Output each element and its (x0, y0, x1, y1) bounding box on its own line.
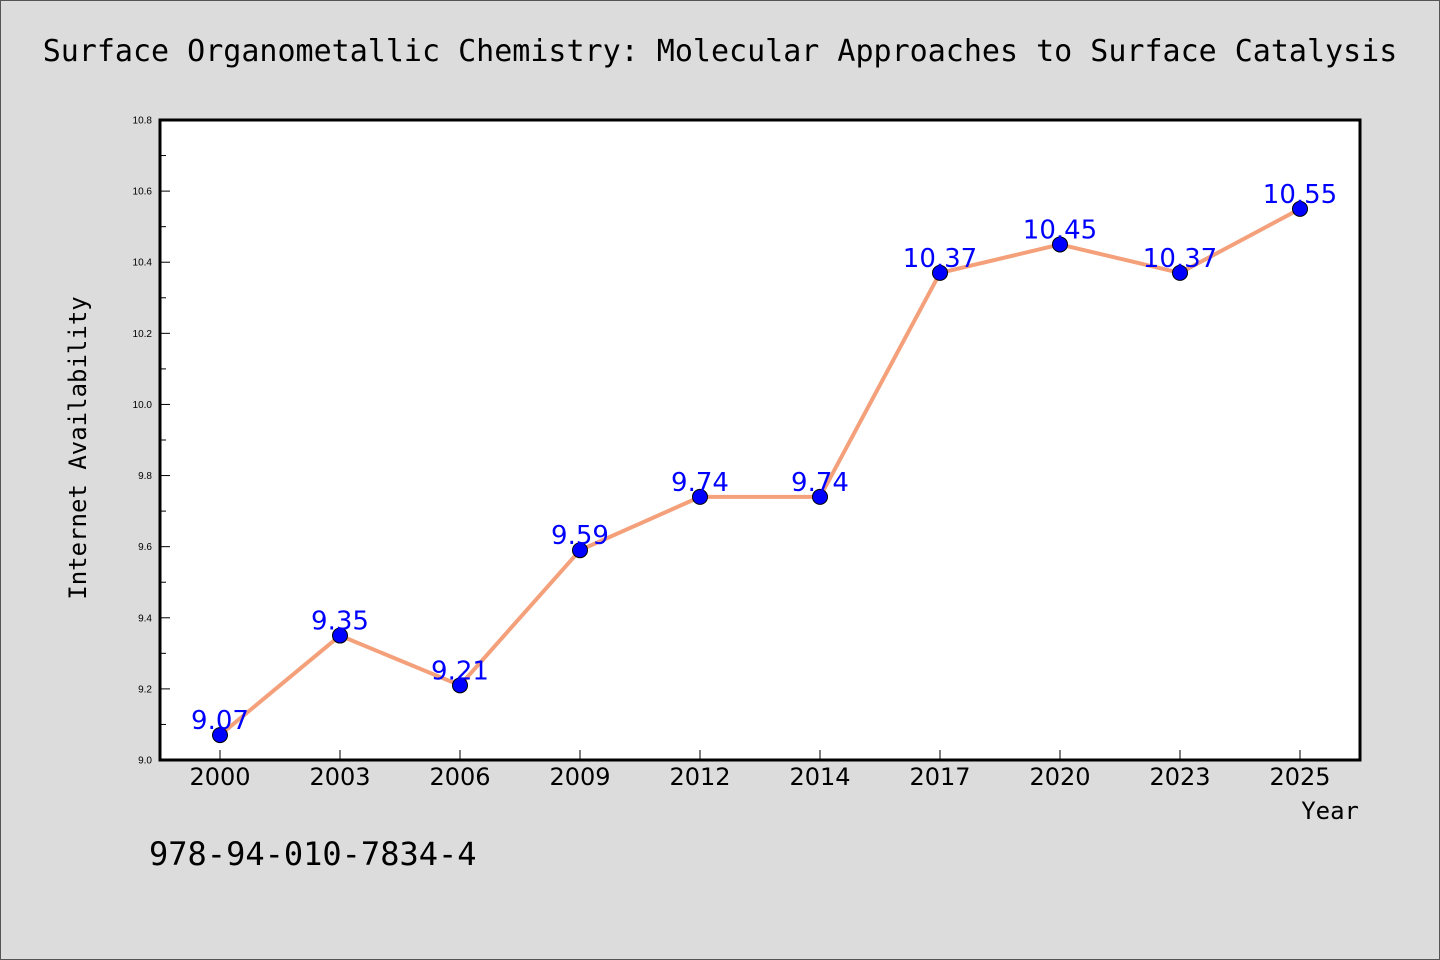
data-point (332, 627, 348, 644)
y-tick-label: 9.2 (138, 684, 152, 695)
data-label: 10.45 (1023, 215, 1097, 245)
series-line (218, 207, 1301, 737)
x-tick-label: 2023 (1149, 763, 1210, 791)
y-tick-label: 10.0 (133, 400, 153, 411)
data-label: 10.55 (1263, 180, 1337, 210)
chart-title: Surface Organometallic Chemistry: Molecu… (42, 34, 1398, 69)
data-point (572, 542, 588, 559)
data-label: 9.74 (791, 468, 849, 498)
plot-area (160, 120, 1360, 760)
x-tick-label: 2014 (789, 763, 850, 791)
isbn-text: 978-94-010-7834-4 (149, 835, 477, 873)
data-point (1052, 236, 1068, 253)
y-tick-label: 9.0 (138, 756, 152, 767)
data-point (1172, 264, 1188, 281)
data-label: 9.59 (551, 521, 609, 551)
x-tick-label: 2020 (1029, 763, 1090, 791)
x-tick-label: 2000 (189, 763, 250, 791)
data-label: 9.07 (191, 706, 249, 736)
data-point (1292, 200, 1308, 217)
data-label: 10.37 (903, 244, 977, 274)
x-tick-label: 2025 (1269, 763, 1330, 791)
y-tick-label: 9.8 (138, 471, 152, 482)
x-tick-label: 2009 (549, 763, 610, 791)
y-tick-label: 10.8 (133, 116, 153, 127)
data-point (452, 677, 468, 694)
x-tick-label: 2017 (909, 763, 970, 791)
x-axis-label: Year (1301, 797, 1359, 825)
data-label: 9.21 (431, 656, 489, 686)
data-label: 9.35 (311, 607, 369, 637)
y-tick-label: 9.4 (138, 613, 152, 624)
y-tick-label: 10.2 (133, 329, 153, 340)
data-point (812, 488, 828, 505)
data-point (692, 488, 708, 505)
x-tick-label: 2006 (429, 763, 490, 791)
data-point (932, 264, 948, 281)
data-point (212, 727, 228, 744)
x-tick-label: 2003 (309, 763, 370, 791)
data-label: 9.74 (671, 468, 729, 498)
y-tick-label: 10.6 (133, 187, 153, 198)
plot-frame (158, 118, 1362, 762)
data-label: 10.37 (1143, 244, 1217, 274)
y-tick-label: 10.4 (133, 258, 153, 269)
x-tick-label: 2012 (669, 763, 730, 791)
y-tick-label: 9.6 (138, 542, 152, 553)
